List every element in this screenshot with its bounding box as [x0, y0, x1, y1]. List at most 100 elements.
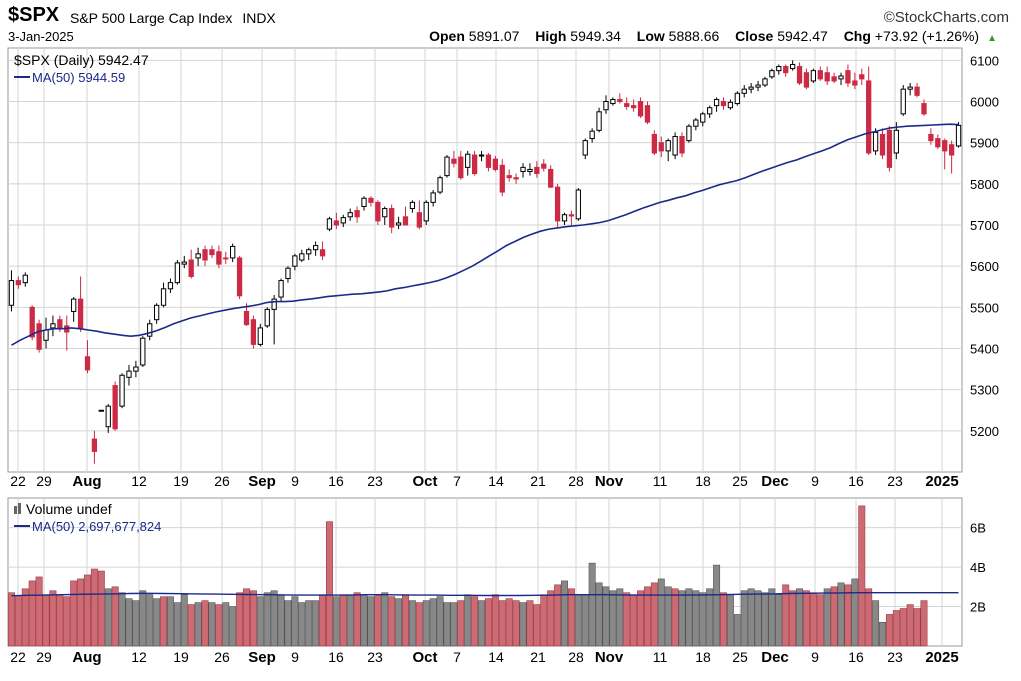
volume-bar	[740, 590, 748, 647]
volume-bar	[236, 592, 244, 647]
candle-body	[458, 156, 464, 179]
candle-body	[624, 103, 630, 107]
date-tick-label: 16	[328, 649, 344, 665]
volume-bar	[505, 598, 513, 647]
volume-bar	[526, 600, 534, 647]
open-label: Open	[429, 28, 465, 44]
date-tick-label: Sep	[248, 473, 276, 490]
volume-bar	[14, 596, 22, 647]
date-tick-label: Aug	[72, 649, 101, 666]
volume-bar	[913, 608, 921, 647]
candle-body	[271, 298, 277, 310]
date-tick-label: 23	[887, 473, 903, 489]
date-tick-label: 21	[530, 473, 546, 489]
candle-body	[658, 142, 664, 152]
volume-bar	[581, 594, 589, 647]
chart-header: $SPX S&P 500 Large Cap Index INDX ©Stock…	[8, 4, 1013, 48]
candle-body	[796, 66, 803, 84]
candle-body	[465, 153, 471, 168]
candle-body	[499, 164, 505, 193]
date-tick-label: 28	[568, 473, 584, 489]
description: S&P 500 Large Cap Index	[70, 10, 233, 26]
volume-bar	[325, 521, 333, 647]
volume-bar	[443, 602, 451, 647]
volume-bar	[436, 596, 444, 647]
volume-bar	[77, 578, 85, 647]
candle-body	[630, 105, 637, 109]
candle-body	[140, 337, 146, 366]
date-tick-label: 9	[291, 473, 299, 489]
volume-bar	[249, 590, 257, 647]
ma50-line	[11, 123, 959, 346]
candle-body	[803, 72, 810, 88]
volume-bar	[70, 580, 78, 647]
volume-bar	[498, 600, 506, 647]
volume-bar	[360, 594, 368, 647]
candle-body	[700, 113, 706, 123]
date-tick-label: 2025	[925, 649, 958, 666]
volume-panel: 2B 4B 6B Volume undef MA(50) 2,697,677,824	[7, 497, 986, 647]
volume-bar	[547, 590, 555, 647]
volume-bar	[263, 592, 271, 647]
candle-body	[395, 222, 402, 226]
volume-bar	[685, 588, 693, 647]
volume-bar	[450, 602, 458, 647]
candle-body	[548, 168, 554, 188]
date-tick-label: 14	[488, 649, 504, 665]
volume-bar	[277, 594, 285, 647]
volume-bar	[7, 592, 15, 647]
date-tick-label: 29	[36, 649, 52, 665]
candle-body	[209, 249, 215, 256]
close-value: 5942.47	[777, 28, 828, 44]
candle-body	[153, 304, 160, 321]
volume-bar	[471, 596, 479, 647]
volume-bar	[540, 594, 548, 647]
candle-body	[389, 208, 395, 228]
volume-bar	[519, 602, 527, 647]
candle-body	[444, 156, 450, 177]
candle-body	[15, 280, 22, 286]
volume-bar	[305, 600, 313, 647]
candle-body	[769, 70, 775, 78]
volume-bar	[187, 604, 195, 647]
close-label: Close	[735, 28, 774, 44]
candle-body	[748, 86, 754, 90]
volume-bar	[720, 592, 727, 647]
volume-bar	[768, 588, 776, 647]
price-tick-label: 5500	[970, 300, 999, 315]
candle-body	[84, 356, 91, 371]
volume-bar	[367, 596, 375, 647]
price-tick-label: 5700	[970, 218, 999, 233]
candle-body	[471, 154, 478, 175]
date-tick-label: 26	[214, 649, 230, 665]
date-tick-label: 11	[653, 649, 668, 665]
candle-body	[230, 245, 236, 259]
date-tick-label: 9	[811, 649, 819, 665]
volume-bar	[830, 586, 838, 647]
volume-bar	[153, 598, 161, 647]
date-tick-label: 18	[695, 649, 711, 665]
candle-body	[423, 201, 429, 222]
date-tick-label: 28	[568, 649, 584, 665]
candle-body	[665, 140, 671, 152]
high-label: High	[535, 28, 567, 44]
volume-bar	[284, 600, 292, 647]
brand-logo[interactable]: ©StockCharts.com	[883, 9, 1009, 26]
up-triangle-icon: ▲	[987, 33, 997, 44]
candle-body	[306, 249, 312, 255]
volume-bar	[415, 602, 423, 647]
candle-body	[133, 366, 139, 372]
price-tick-label: 5300	[970, 383, 999, 398]
date-tick-label: 25	[732, 473, 748, 489]
candle-body	[285, 267, 291, 280]
volume-bar	[906, 604, 914, 647]
candle-body	[907, 86, 913, 90]
volume-bar	[892, 610, 900, 647]
date-tick-label: 12	[131, 649, 147, 665]
candle-body	[651, 133, 658, 154]
price-tick-label: 5600	[970, 259, 999, 274]
price-panel: 5200 5300 5400 5500 5600 5700 5800 5900 6000 6100…	[7, 47, 999, 666]
candle-body	[872, 131, 879, 152]
date-tick-label: 7	[453, 649, 461, 665]
volume-bar	[823, 588, 831, 647]
